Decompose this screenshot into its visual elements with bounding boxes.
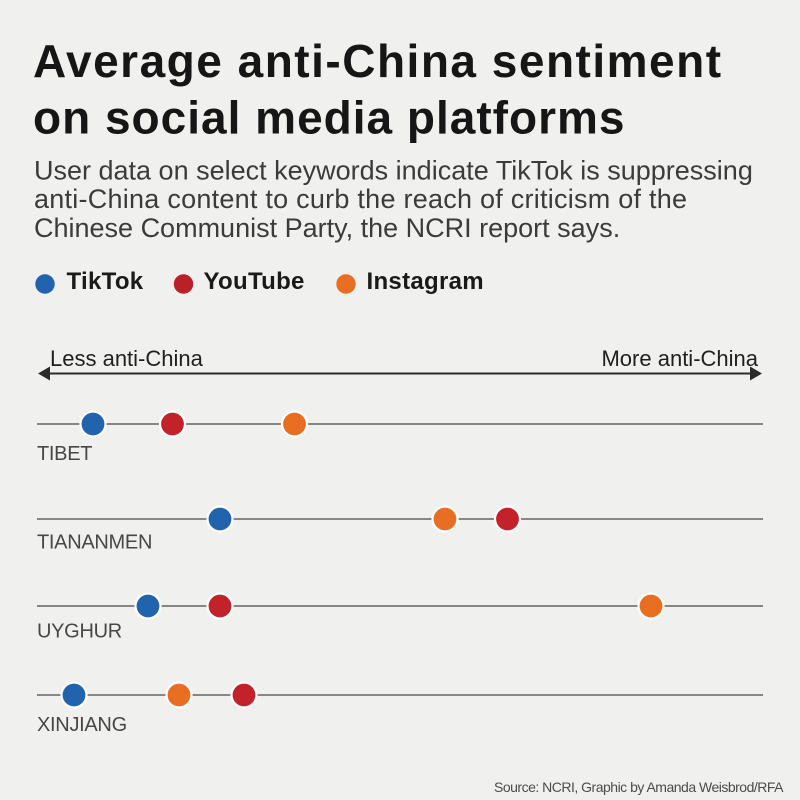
svg-text:TikTok: TikTok	[67, 268, 144, 295]
svg-text:XINJIANG: XINJIANG	[37, 714, 127, 736]
svg-text:TIANANMEN: TIANANMEN	[37, 532, 152, 554]
svg-text:on social media platforms: on social media platforms	[33, 92, 625, 144]
svg-text:More anti-China: More anti-China	[601, 346, 758, 371]
svg-text:TIBET: TIBET	[37, 443, 92, 465]
svg-text:Chinese Communist Party, the N: Chinese Communist Party, the NCRI report…	[34, 213, 620, 243]
svg-text:YouTube: YouTube	[204, 268, 305, 295]
svg-text:Less anti-China: Less anti-China	[50, 346, 204, 371]
svg-text:User data on select keywords i: User data on select keywords indicate Ti…	[34, 156, 753, 186]
svg-text:anti-China content to curb the: anti-China content to curb the reach of …	[34, 184, 687, 214]
svg-text:Source: NCRI, Graphic by Amand: Source: NCRI, Graphic by Amanda Weisbrod…	[494, 779, 784, 795]
svg-text:Average anti-China sentiment: Average anti-China sentiment	[33, 35, 723, 87]
svg-text:Instagram: Instagram	[367, 268, 484, 295]
svg-text:UYGHUR: UYGHUR	[37, 621, 122, 643]
